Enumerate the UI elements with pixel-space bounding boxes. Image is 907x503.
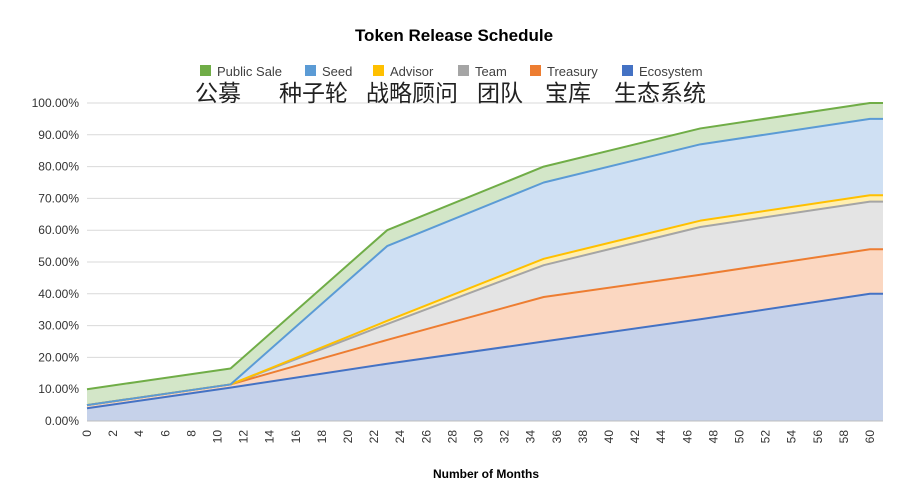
y-tick-label: 30.00% — [38, 319, 79, 333]
legend-swatch — [305, 65, 316, 76]
legend-label: Treasury — [547, 64, 598, 79]
x-tick-label: 0 — [80, 430, 94, 437]
y-tick-label: 90.00% — [38, 128, 79, 142]
x-tick-label: 28 — [445, 430, 459, 444]
x-axis-label: Number of Months — [433, 467, 539, 481]
x-tick-label: 26 — [419, 430, 433, 444]
area-seed — [87, 118, 883, 406]
legend-label: Advisor — [390, 64, 434, 79]
annotation-label: 种子轮 — [279, 81, 348, 107]
annotation-label: 团队 — [477, 81, 523, 107]
y-tick-label: 80.00% — [38, 160, 79, 174]
x-tick-label: 6 — [158, 430, 172, 437]
y-tick-label: 10.00% — [38, 382, 79, 396]
line-public-sale — [86, 102, 883, 391]
x-tick-label: 40 — [602, 430, 616, 444]
area-treasury — [87, 249, 883, 409]
x-tick-label: 38 — [576, 430, 590, 444]
x-tick-label: 42 — [628, 430, 642, 444]
y-tick-label: 20.00% — [38, 350, 79, 364]
legend-label: Team — [475, 64, 507, 79]
x-tick-label: 50 — [732, 430, 746, 444]
x-tick-label: 52 — [759, 430, 773, 444]
y-tick-label: 100.00% — [32, 96, 80, 110]
x-tick-label: 54 — [785, 430, 799, 444]
x-tick-label: 44 — [654, 430, 668, 444]
x-tick-label: 14 — [263, 430, 277, 444]
area-team — [87, 201, 883, 406]
y-tick-label: 0.00% — [45, 414, 79, 428]
x-tick-label: 20 — [341, 430, 355, 444]
x-tick-label: 8 — [184, 430, 198, 437]
x-tick-label: 22 — [367, 430, 381, 444]
x-tick-label: 30 — [471, 430, 485, 444]
x-tick-label: 60 — [863, 430, 877, 444]
area-series — [87, 103, 883, 421]
x-tick-label: 34 — [524, 430, 538, 444]
y-tick-label: 60.00% — [38, 223, 79, 237]
x-tick-label: 56 — [811, 430, 825, 444]
x-tick-labels: 0 2 4 6 8 10 12 14 16 18 20 22 24 26 28 30 32 34 36 38 40 42 4… — [80, 430, 877, 444]
x-tick-label: 58 — [837, 430, 851, 444]
y-tick-label: 50.00% — [38, 255, 79, 269]
y-tick-label: 70.00% — [38, 191, 79, 205]
chinese-annotations: 公募 种子轮 战略顾问 团队 宝库 生态系统 — [195, 81, 706, 107]
annotation-label: 公募 — [195, 81, 241, 107]
x-tick-label: 10 — [210, 430, 224, 444]
chart-title: Token Release Schedule — [355, 26, 553, 45]
x-tick-label: 24 — [393, 430, 407, 444]
legend-swatch — [200, 65, 211, 76]
annotation-label: 生态系统 — [614, 81, 706, 107]
x-tick-label: 36 — [550, 430, 564, 444]
x-tick-label: 4 — [132, 430, 146, 437]
line-ecosystem — [86, 292, 883, 410]
line-seed — [86, 117, 883, 407]
x-tick-label: 46 — [680, 430, 694, 444]
annotation-label: 战略顾问 — [366, 81, 458, 107]
area-ecosystem — [87, 293, 883, 421]
legend-swatch — [530, 65, 541, 76]
x-tick-label: 18 — [315, 430, 329, 444]
y-tick-labels: 0.00% 10.00% 20.00% 30.00% 40.00% 50.00% 60.00… — [32, 96, 80, 428]
x-tick-label: 32 — [498, 430, 512, 444]
x-tick-label: 48 — [706, 430, 720, 444]
legend-swatch — [458, 65, 469, 76]
legend-swatch — [373, 65, 384, 76]
y-tick-label: 40.00% — [38, 287, 79, 301]
area-public-sale — [87, 103, 883, 406]
line-series — [86, 102, 883, 410]
legend-swatch — [622, 65, 633, 76]
annotation-label: 宝库 — [545, 81, 591, 107]
legend-label: Seed — [322, 64, 352, 79]
x-tick-label: 2 — [106, 430, 120, 437]
x-tick-label: 16 — [289, 430, 303, 444]
legend: Public Sale Seed Advisor Team Treasury Ecosys… — [200, 64, 703, 79]
legend-label: Public Sale — [217, 64, 282, 79]
legend-label: Ecosystem — [639, 64, 703, 79]
x-tick-label: 12 — [237, 430, 251, 444]
